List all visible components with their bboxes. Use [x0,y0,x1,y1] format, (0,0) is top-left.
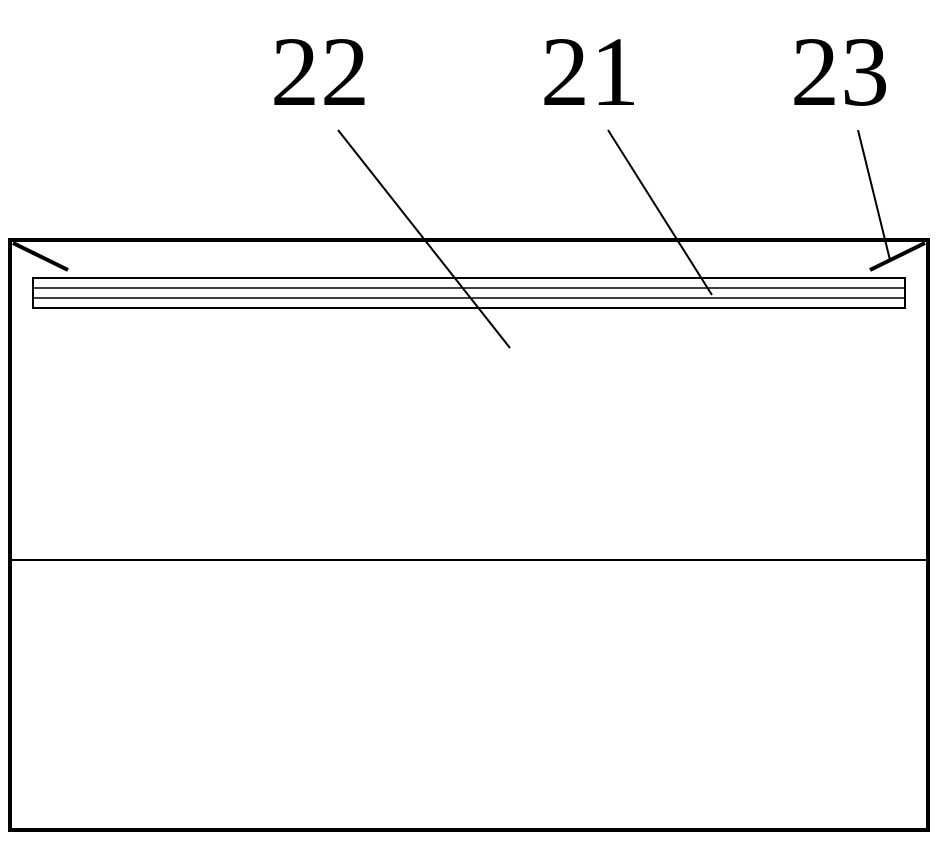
label-21: 21 [540,16,640,127]
label-23: 23 [790,16,890,127]
label-22: 22 [270,16,370,127]
top-flap-right [870,243,925,270]
technical-diagram: 22 21 23 [0,0,941,844]
outer-container [10,240,928,830]
inset-bar [33,278,905,308]
leader-21 [608,130,712,295]
top-flap-left [13,243,68,270]
